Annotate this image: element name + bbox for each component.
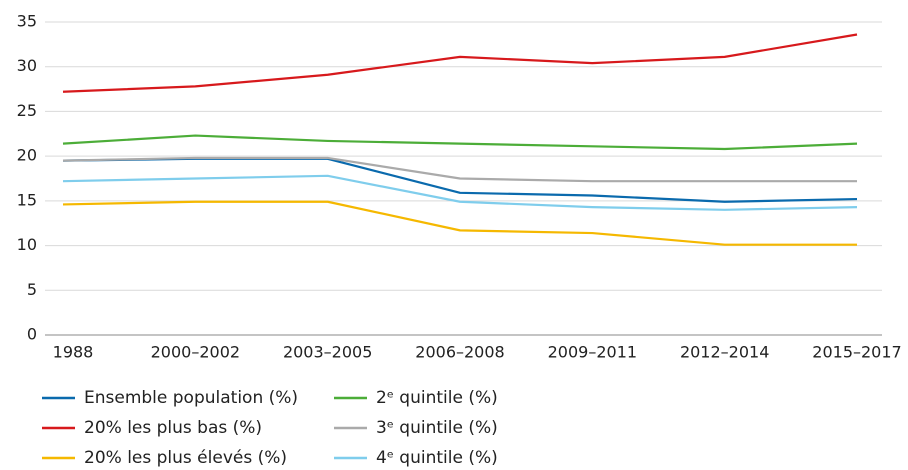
x-tick-label: 2009–2011 — [548, 343, 637, 362]
x-tick-label: 2000–2002 — [151, 343, 240, 362]
line-series — [62, 156, 857, 183]
line-series — [62, 134, 858, 151]
x-tick-label: 2006–2008 — [415, 343, 504, 362]
legend-label: 20% les plus bas (%) — [84, 418, 262, 438]
x-tick-label: 1988 — [53, 343, 94, 362]
legend-label: Ensemble population (%) — [84, 388, 298, 408]
legend-label: 3ᵉ quintile (%) — [376, 418, 498, 438]
x-tick-label: 2012–2014 — [680, 343, 769, 362]
legend-label: 2ᵉ quintile (%) — [376, 388, 498, 408]
x-tick-label: 2003–2005 — [283, 343, 372, 362]
y-tick-label: 30 — [17, 56, 37, 75]
x-tick-label: 2015–2017 — [812, 343, 901, 362]
y-tick-label: 20 — [17, 146, 37, 165]
y-tick-label: 35 — [17, 12, 37, 31]
line-series — [62, 174, 858, 211]
y-tick-label: 10 — [17, 235, 37, 254]
line-series — [62, 33, 858, 93]
legend-label: 20% les plus élevés (%) — [84, 448, 287, 468]
line-series — [62, 200, 857, 246]
legend-label: 4ᵉ quintile (%) — [376, 448, 498, 468]
y-tick-label: 0 — [27, 325, 37, 344]
y-tick-label: 15 — [17, 190, 37, 209]
y-tick-label: 5 — [27, 280, 37, 299]
y-tick-label: 25 — [17, 101, 37, 120]
